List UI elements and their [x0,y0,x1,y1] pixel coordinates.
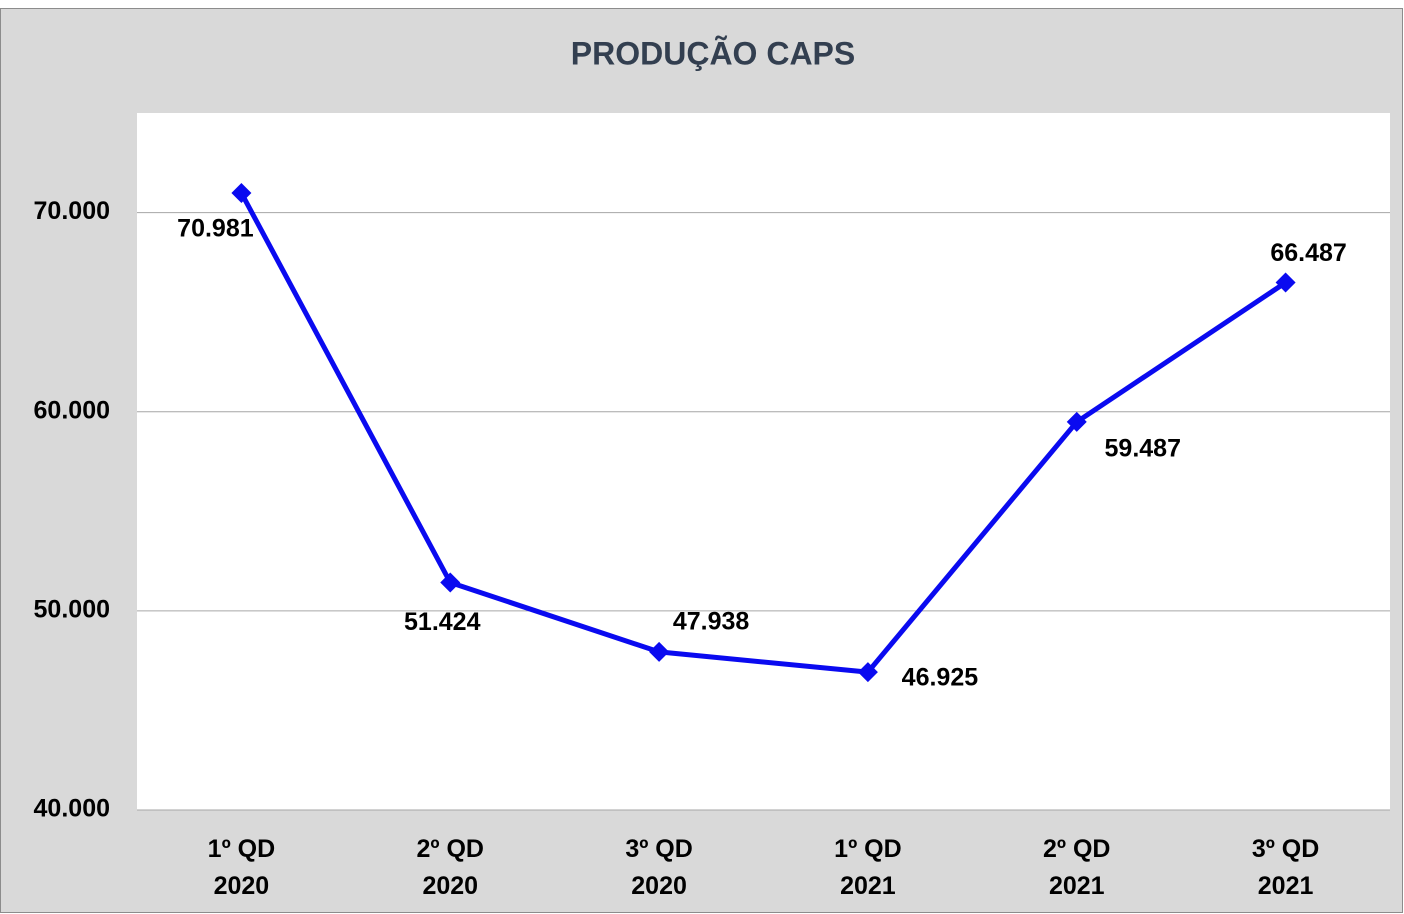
y-tick-label: 40.000 [34,795,110,823]
x-tick-label: 1º QD 2021 [834,835,901,900]
y-tick-label: 50.000 [34,595,110,623]
plot-area [137,113,1390,810]
x-tick-label: 2º QD 2021 [1043,835,1110,900]
data-label: 70.981 [177,215,254,243]
marker [1066,411,1087,432]
data-label: 51.424 [404,608,481,636]
x-tick-label: 2º QD 2020 [417,835,484,900]
data-label: 46.925 [902,664,979,692]
marker [649,641,670,662]
marker [440,572,461,593]
x-tick-label: 1º QD 2020 [208,835,275,900]
chart-title: PRODUÇÃO CAPS [571,35,855,71]
line [239,191,1287,675]
data-label: 47.938 [673,608,750,636]
x-tick-label: 3º QD 2021 [1252,835,1319,900]
y-tick-label: 70.000 [34,197,110,225]
x-tick-label: 3º QD 2020 [625,835,692,900]
data-label: 59.487 [1105,435,1181,463]
data-label: 66.487 [1270,239,1346,267]
marker [231,183,252,204]
marker [1275,272,1296,293]
y-tick-label: 60.000 [34,396,110,424]
marker [857,662,878,683]
